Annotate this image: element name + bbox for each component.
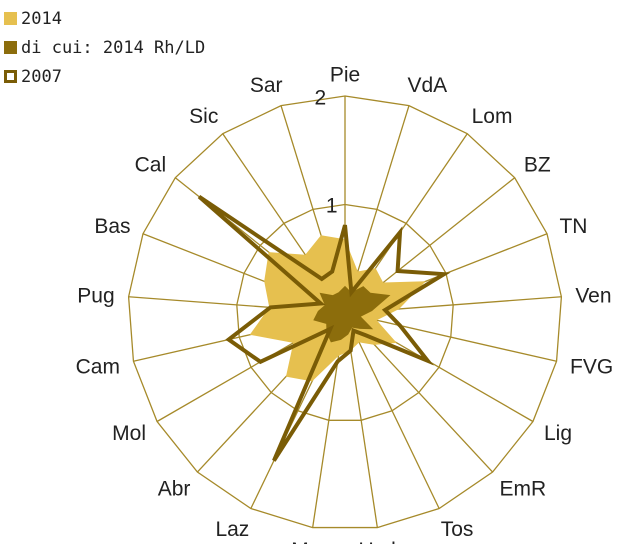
category-label: Lig: [544, 422, 572, 445]
category-label: Sic: [189, 105, 218, 128]
category-label: Tos: [441, 518, 474, 541]
category-label: Mol: [112, 422, 146, 445]
category-label: Cal: [135, 154, 167, 177]
y-tick-label: 2: [314, 87, 326, 110]
legend-swatch: [4, 12, 17, 25]
category-label: BZ: [524, 154, 551, 177]
category-label: TN: [559, 215, 587, 238]
spoke: [344, 312, 440, 509]
legend-label: di cui: 2014 Rh/LD: [21, 38, 205, 58]
grid-ring: [236, 203, 454, 421]
category-label: Sar: [250, 74, 283, 97]
legend-swatch: [4, 41, 17, 54]
category-label: Abr: [158, 478, 191, 501]
spoke: [344, 312, 557, 362]
series-line: [197, 194, 451, 462]
grid-ring: [127, 95, 563, 529]
legend-label: 2014: [21, 9, 62, 29]
category-label: Pie: [330, 64, 360, 87]
category-label: Bas: [94, 215, 130, 238]
category-label: Mar: [291, 539, 327, 544]
category-label: Laz: [215, 518, 249, 541]
category-label: Umb: [358, 539, 402, 544]
category-label: Ven: [575, 285, 611, 308]
y-tick-label: 1: [326, 195, 338, 218]
category-label: EmR: [500, 478, 547, 501]
category-label: FVG: [570, 356, 613, 379]
category-label: VdA: [407, 74, 447, 97]
category-label: Cam: [76, 356, 120, 379]
category-label: Pug: [77, 285, 114, 308]
category-label: Lom: [472, 105, 513, 128]
legend-swatch: [4, 70, 17, 83]
legend-label: 2007: [21, 67, 62, 87]
